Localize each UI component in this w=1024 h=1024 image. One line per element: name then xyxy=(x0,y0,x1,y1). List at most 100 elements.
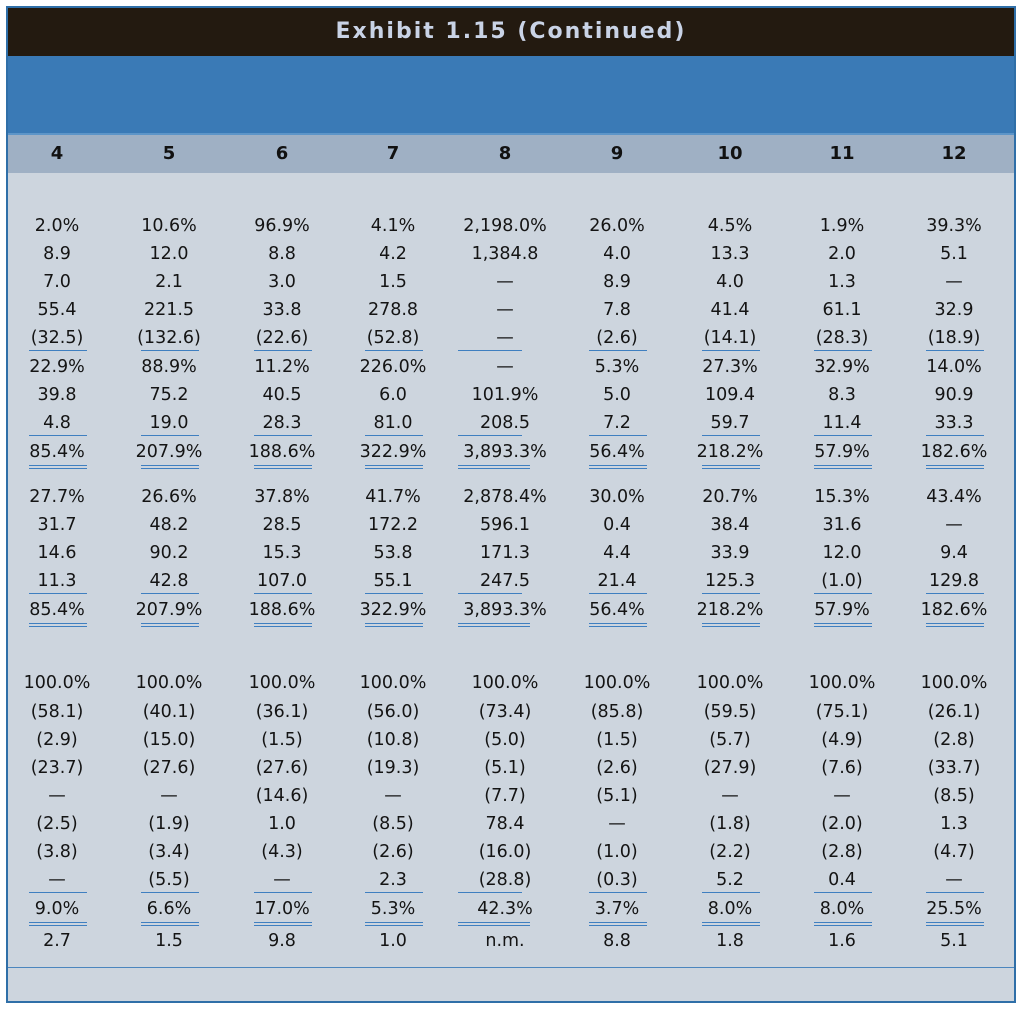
table-cell: 3,893.3% xyxy=(463,442,547,462)
table-cell: 100.0% xyxy=(135,673,203,693)
table-cell: 81.0 xyxy=(373,413,413,433)
table-cell: 11.2% xyxy=(254,357,310,377)
double-underline xyxy=(254,465,312,469)
table-cell: 42.8 xyxy=(149,571,189,591)
table-cell: 5.1 xyxy=(940,244,968,264)
table-cell: 101.9% xyxy=(471,385,539,405)
single-underline xyxy=(814,350,872,351)
table-cell: 2,198.0% xyxy=(463,216,547,236)
double-underline xyxy=(589,623,647,627)
single-underline xyxy=(702,892,760,893)
table-cell: 90.9 xyxy=(934,385,974,405)
table-cell: (2.5) xyxy=(36,814,78,834)
single-underline xyxy=(702,593,760,594)
table-cell: 39.3% xyxy=(926,216,982,236)
double-underline xyxy=(365,922,423,926)
table-cell: 322.9% xyxy=(359,600,427,620)
table-cell: 100.0% xyxy=(696,673,764,693)
double-underline xyxy=(458,465,530,469)
double-underline xyxy=(589,465,647,469)
column-header-row: 4 5 6 7 8 9 10 11 12 xyxy=(8,135,1014,173)
table-cell: 5.0 xyxy=(603,385,631,405)
table-cell: 8.0% xyxy=(707,899,753,919)
table-cell: 12.0 xyxy=(822,543,862,563)
exhibit-title: Exhibit 1.15 (Continued) xyxy=(8,8,1014,56)
table-cell: 4.0 xyxy=(716,272,744,292)
table-cell: (2.6) xyxy=(596,328,638,348)
exhibit-frame: Exhibit 1.15 (Continued) 4 5 6 7 8 9 10 11 12 2.… xyxy=(6,6,1016,1003)
single-underline xyxy=(141,892,199,893)
table-cell: 85.4% xyxy=(29,600,85,620)
single-underline xyxy=(814,593,872,594)
table-cell: (2.6) xyxy=(372,842,414,862)
single-underline xyxy=(926,350,984,351)
table-cell: 100.0% xyxy=(248,673,316,693)
table-cell: — xyxy=(945,272,963,292)
table-cell: 171.3 xyxy=(479,543,531,563)
single-underline xyxy=(589,892,647,893)
table-cell: n.m. xyxy=(485,931,525,951)
table-cell: 188.6% xyxy=(248,442,316,462)
table-cell: (40.1) xyxy=(142,702,196,722)
table-cell: 61.1 xyxy=(822,300,862,320)
table-cell: 5.3% xyxy=(594,357,640,377)
table-cell: 7.8 xyxy=(603,300,631,320)
table-cell: (2.8) xyxy=(821,842,863,862)
table-cell: 15.3% xyxy=(814,487,870,507)
double-underline xyxy=(141,465,199,469)
table-cell: 1.0 xyxy=(379,931,407,951)
table-cell: (16.0) xyxy=(478,842,532,862)
table-cell: 6.0 xyxy=(379,385,407,405)
double-underline xyxy=(814,465,872,469)
table-cell: 32.9 xyxy=(934,300,974,320)
table-cell: 3,893.3% xyxy=(463,600,547,620)
table-cell: (7.6) xyxy=(821,758,863,778)
table-cell: 207.9% xyxy=(135,600,203,620)
table-cell: — xyxy=(273,870,291,890)
double-underline xyxy=(458,922,530,926)
table-cell: 26.6% xyxy=(141,487,197,507)
table-cell: 1.6 xyxy=(828,931,856,951)
table-cell: (85.8) xyxy=(590,702,644,722)
single-underline xyxy=(589,435,647,436)
table-cell: (23.7) xyxy=(30,758,84,778)
table-cell: — xyxy=(945,515,963,535)
single-underline xyxy=(254,593,312,594)
table-cell: (56.0) xyxy=(366,702,420,722)
table-cell: — xyxy=(721,786,739,806)
table-cell: 109.4 xyxy=(704,385,756,405)
table-cell: (4.7) xyxy=(933,842,975,862)
table-cell: 1.9% xyxy=(819,216,865,236)
table-cell: (2.2) xyxy=(709,842,751,862)
table-cell: 1.3 xyxy=(940,814,968,834)
table-cell: 6.6% xyxy=(146,899,192,919)
table-cell: 27.7% xyxy=(29,487,85,507)
table-cell: 3.7% xyxy=(594,899,640,919)
single-underline xyxy=(141,593,199,594)
table-cell: 100.0% xyxy=(583,673,651,693)
table-cell: 100.0% xyxy=(359,673,427,693)
table-cell: (27.6) xyxy=(255,758,309,778)
table-cell: (32.5) xyxy=(30,328,84,348)
table-cell: — xyxy=(496,357,514,377)
header-divider xyxy=(8,133,1014,135)
single-underline xyxy=(702,435,760,436)
table-cell: (26.1) xyxy=(927,702,981,722)
double-underline xyxy=(29,623,87,627)
table-cell: (5.5) xyxy=(148,870,190,890)
single-underline xyxy=(365,892,423,893)
column-header-6: 6 xyxy=(275,143,289,164)
table-cell: (2.8) xyxy=(933,730,975,750)
table-cell: (1.5) xyxy=(596,730,638,750)
table-cell: (1.9) xyxy=(148,814,190,834)
table-cell: 129.8 xyxy=(928,571,980,591)
single-underline xyxy=(29,593,87,594)
table-cell: (36.1) xyxy=(255,702,309,722)
single-underline xyxy=(458,892,522,893)
single-underline xyxy=(926,593,984,594)
table-cell: 2.7 xyxy=(43,931,71,951)
table-cell: 0.4 xyxy=(828,870,856,890)
table-cell: 4.1% xyxy=(370,216,416,236)
table-cell: — xyxy=(496,300,514,320)
table-cell: 7.2 xyxy=(603,413,631,433)
